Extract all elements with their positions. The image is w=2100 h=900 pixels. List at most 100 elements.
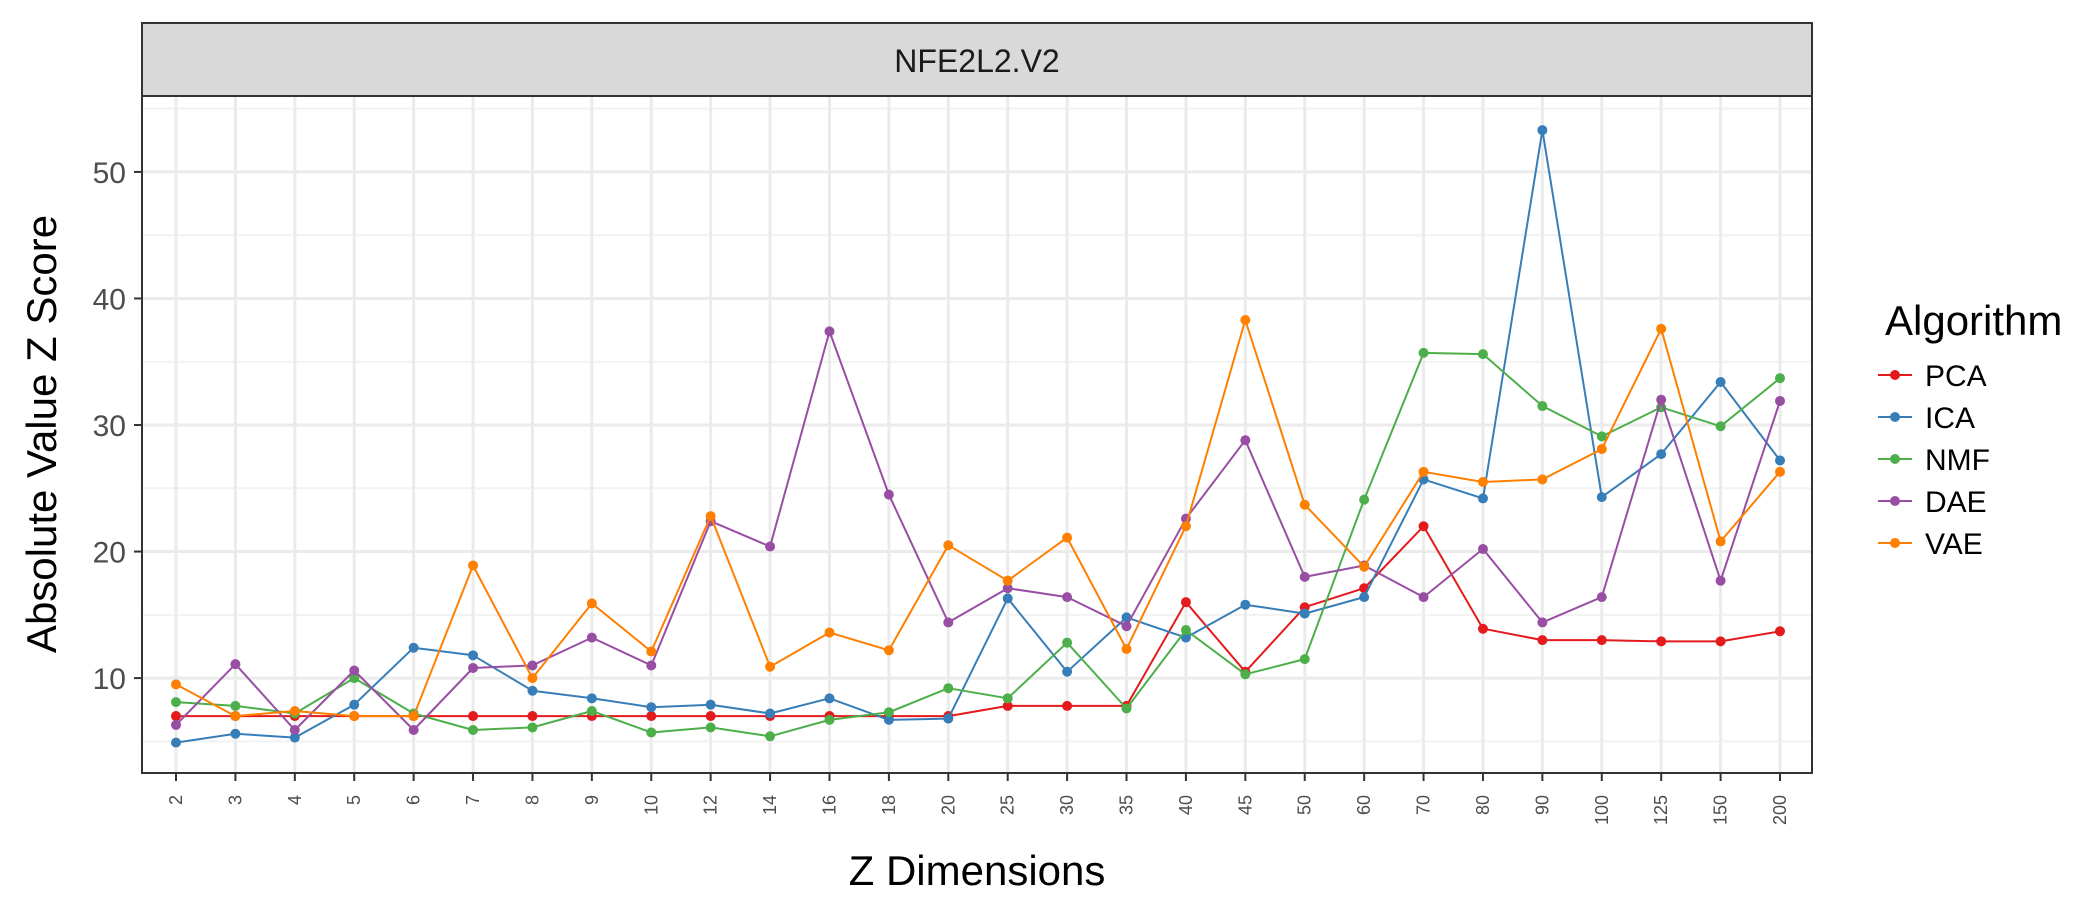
x-tick-label: 200 xyxy=(1770,795,1790,825)
major-gridlines xyxy=(142,96,1812,773)
y-tick-label: 30 xyxy=(93,410,126,443)
data-point-dae xyxy=(1715,575,1726,586)
data-point-ica xyxy=(1180,632,1191,643)
data-point-nmf xyxy=(349,673,360,684)
x-tick-label: 7 xyxy=(463,795,483,805)
data-point-vae xyxy=(1477,476,1488,487)
data-point-vae xyxy=(468,560,479,571)
data-point-vae xyxy=(646,646,657,657)
data-point-dae xyxy=(586,632,597,643)
data-point-dae xyxy=(1775,395,1785,406)
data-point-vae xyxy=(171,679,181,690)
data-point-dae xyxy=(943,617,954,628)
data-point-ica xyxy=(586,693,597,704)
data-point-pca xyxy=(1656,636,1667,647)
data-point-nmf xyxy=(824,714,835,725)
x-tick-label: 20 xyxy=(938,795,958,815)
data-point-ica xyxy=(527,685,538,696)
x-tick-label: 35 xyxy=(1117,795,1137,815)
data-point-ica xyxy=(943,713,954,724)
series-line-nmf xyxy=(175,351,1781,738)
data-point-dae xyxy=(171,719,181,730)
panel-border xyxy=(141,95,1813,774)
data-point-nmf xyxy=(1715,421,1726,432)
data-point-nmf xyxy=(468,724,479,735)
legend-label-dae: DAE xyxy=(1925,486,1987,519)
data-point-ica xyxy=(883,714,894,725)
data-point-ica xyxy=(1240,599,1251,610)
x-tick-label: 40 xyxy=(1176,795,1196,815)
data-point-pca xyxy=(1477,623,1488,634)
data-point-nmf xyxy=(1240,669,1251,680)
data-point-dae xyxy=(646,660,657,671)
data-point-nmf xyxy=(646,727,657,738)
x-tick-label: 4 xyxy=(285,795,305,805)
data-point-vae xyxy=(527,673,538,684)
x-tick-label: 100 xyxy=(1592,795,1612,825)
data-point-nmf xyxy=(1299,654,1310,665)
data-point-ica xyxy=(705,699,716,710)
data-point-ica xyxy=(1596,492,1607,503)
minor-gridlines xyxy=(142,107,1812,743)
data-point-dae xyxy=(1656,394,1667,405)
data-point-dae xyxy=(1418,592,1429,603)
y-axis-title: Absolute Value Z Score xyxy=(18,215,65,653)
x-tick-label: 6 xyxy=(404,795,424,805)
data-point-pca xyxy=(171,711,181,722)
y-tick-label: 50 xyxy=(93,157,126,190)
data-point-vae xyxy=(230,711,241,722)
x-tick-label: 80 xyxy=(1473,795,1493,815)
data-point-dae xyxy=(1299,571,1310,582)
data-point-nmf xyxy=(586,705,597,716)
data-point-ica xyxy=(1299,608,1310,619)
data-point-dae xyxy=(1240,435,1251,446)
data-point-vae xyxy=(824,627,835,638)
data-point-vae xyxy=(289,705,300,716)
data-point-nmf xyxy=(765,731,776,742)
data-point-vae xyxy=(943,540,954,551)
data-point-vae xyxy=(408,711,419,722)
data-point-dae xyxy=(1537,617,1548,628)
data-point-pca xyxy=(1002,700,1013,711)
data-point-nmf xyxy=(527,722,538,733)
x-axis-title: Z Dimensions xyxy=(849,847,1106,894)
data-point-vae xyxy=(883,645,894,656)
data-point-vae xyxy=(1062,532,1073,543)
x-axis: 2 3 4 5 6 7 8 9 10 12 14 16 18 20 25 30 35 40 45 50 60 70 80 90… xyxy=(166,773,1790,825)
data-point-ica xyxy=(230,728,241,739)
data-point-vae xyxy=(1656,323,1667,334)
series-line-dae xyxy=(175,330,1781,731)
data-point-dae xyxy=(883,489,894,500)
x-tick-label: 50 xyxy=(1295,795,1315,815)
x-tick-label: 25 xyxy=(998,795,1018,815)
data-point-nmf xyxy=(171,697,181,708)
x-tick-label: 8 xyxy=(522,795,542,805)
legend-key-point-ica xyxy=(1890,412,1900,422)
data-point-ica xyxy=(1715,376,1726,387)
series-layer xyxy=(171,125,1785,748)
y-tick-label: 20 xyxy=(93,537,126,570)
plot-panel xyxy=(142,96,1812,773)
x-tick-label: 45 xyxy=(1235,795,1255,815)
data-point-dae xyxy=(289,724,300,735)
x-tick-label: 12 xyxy=(701,795,721,815)
data-point-nmf xyxy=(883,707,894,718)
data-point-dae xyxy=(1477,544,1488,555)
data-point-pca xyxy=(646,711,657,722)
data-point-pca xyxy=(1418,521,1429,532)
data-point-nmf xyxy=(1477,349,1488,360)
data-point-vae xyxy=(1240,314,1251,325)
legend-key-point-vae xyxy=(1890,538,1900,548)
data-point-ica xyxy=(171,737,181,748)
data-point-nmf xyxy=(943,683,954,694)
data-point-nmf xyxy=(1121,703,1132,714)
data-point-vae xyxy=(349,711,360,722)
facet-strip xyxy=(141,22,1813,97)
data-point-dae xyxy=(1002,583,1013,594)
data-point-ica xyxy=(765,708,776,719)
legend: Algorithm PCA ICA NMF DAE VAE xyxy=(1878,297,2062,561)
data-point-ica xyxy=(1537,125,1548,136)
data-point-ica xyxy=(1775,455,1785,466)
x-tick-label: 90 xyxy=(1532,795,1552,815)
